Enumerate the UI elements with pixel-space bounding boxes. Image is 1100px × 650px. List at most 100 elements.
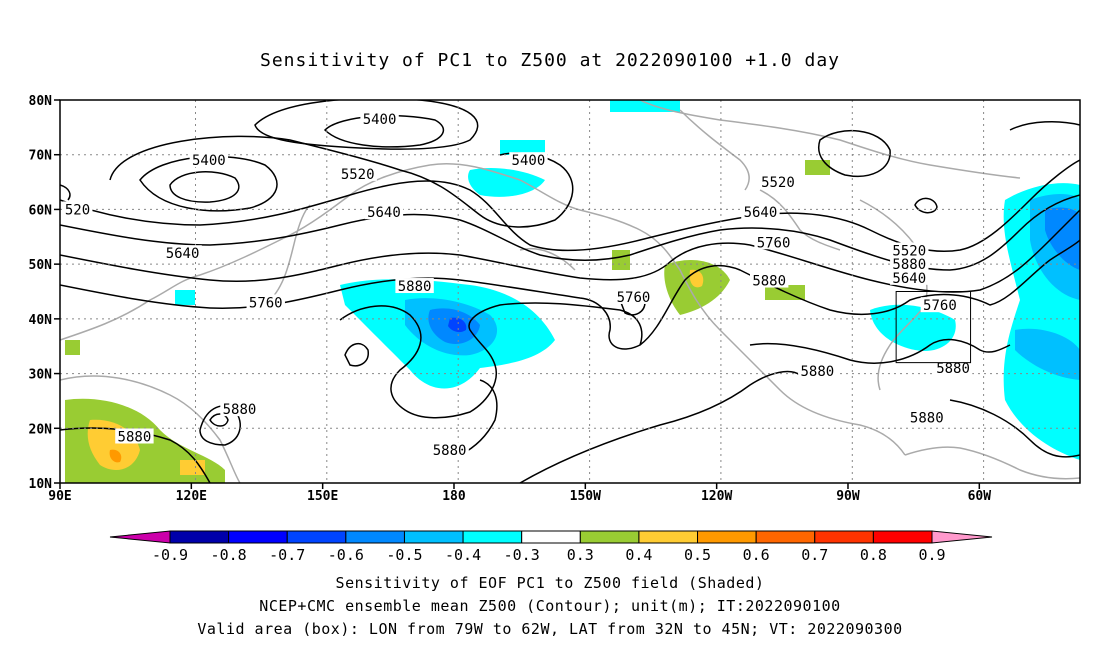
colorbar-label: -0.3 [504,546,540,564]
longitude-axis: 90E 120E 150E 180 150W 120W 90W 60W [48,483,991,504]
lon-tick-label: 180 [442,489,466,504]
lon-tick-label: 150E [307,489,338,504]
contour-label-bg [62,201,93,217]
contour-label-bg [890,256,929,272]
caption-contour: NCEP+CMC ensemble mean Z500 (Contour); u… [259,597,841,615]
contour-label: 5880 [223,402,257,418]
colorbar-label: 0.8 [860,546,887,564]
colorbar-swatch [638,530,699,544]
colorbar-label: -0.6 [328,546,364,564]
caption-shading: Sensitivity of EOF PC1 to Z500 field (Sh… [335,574,765,592]
colorbar-swatch [521,530,581,544]
contour-label-bg [189,152,229,168]
colorbar-label: -0.5 [386,546,422,564]
contour-label-bg [754,234,793,250]
contour-label-bg [338,165,377,181]
grid-lines [60,100,1080,483]
colorbar-label: 0.9 [918,546,945,564]
colorbar-label: -0.8 [211,546,247,564]
contour-label: 5400 [192,153,226,169]
lat-tick-label: 50N [29,258,53,273]
colorbar-swatch [169,530,230,544]
contour-label-bg [364,204,404,220]
contour-label-bg [749,272,789,288]
contour-label-bg [741,204,780,220]
contour-label: 5520 [341,167,375,183]
colorbar-swatch [403,530,464,544]
colorbar-swatch [462,530,523,544]
colorbar-swatch [814,530,874,544]
lat-tick-label: 30N [29,368,53,383]
colorbar: -0.9 -0.8 -0.7 -0.6 -0.5 -0.4 -0.3 0.3 0.4 0.5 0.6… [109,530,993,564]
colorbar-label: 0.6 [743,546,770,564]
contour-label: 5880 [433,443,467,459]
lat-tick-label: 60N [29,203,53,218]
colorbar-max-arrow [931,530,993,544]
contour-labels: 5400 5400 5400 5520 5520 520 5640 5640 5640 5760 5… [62,111,973,459]
colorbar-min-arrow [109,530,171,544]
contour-label-bg [509,152,548,168]
lat-tick-label: 80N [29,94,53,109]
contour-label: 5640 [744,205,778,221]
colorbar-swatch [697,530,757,544]
contour-label-bg [890,269,929,285]
contour-label-bg [220,401,259,417]
lat-tick-label: 10N [29,477,53,492]
contour-label: 5640 [892,271,926,287]
contour-label-bg [115,428,154,444]
contour-label-bg [798,362,837,378]
contour-label: 5640 [367,205,401,221]
lat-tick-label: 70N [29,149,53,164]
contour-label-bg [163,245,202,261]
lon-tick-label: 150W [570,489,601,504]
contour-label: 5760 [757,235,791,251]
colorbar-label: 0.4 [625,546,652,564]
valid-area-box [895,291,972,364]
map-frame [59,99,1081,484]
contour-label: 5400 [363,112,397,128]
contour-label: 5880 [118,429,152,445]
map-title: Sensitivity of PC1 to Z500 at 2022090100… [259,50,840,71]
contour-label-bg [614,288,653,304]
colorbar-label: 0.5 [684,546,711,564]
colorbar-label: -0.9 [152,546,188,564]
contour-label: 5640 [166,246,200,262]
contour-label-bg [933,360,973,376]
contour-label: 5880 [936,361,970,377]
contour-label-bg [907,409,946,425]
contour-label-bg [360,111,399,127]
lat-tick-label: 20N [29,422,53,437]
lon-tick-label: 120E [176,489,207,504]
lat-tick-label: 40N [29,313,53,328]
latitude-axis: 80N 70N 60N 50N 40N 30N 20N 10N [29,94,60,492]
colorbar-swatch [872,530,933,544]
colorbar-swatch [579,530,640,544]
colorbar-label: -0.4 [445,546,481,564]
colorbar-label: -0.7 [269,546,305,564]
lon-tick-label: 90W [836,489,860,504]
contour-label: 5880 [752,274,786,290]
contour-label: 5760 [249,295,283,311]
lon-tick-label: 60W [968,489,992,504]
colorbar-label: 0.3 [567,546,594,564]
contour-label-bg [395,278,434,294]
colorbar-swatch [345,530,405,544]
contour-label: 5880 [892,257,926,273]
caption-valid-area: Valid area (box): LON from 79W to 62W, L… [197,620,903,638]
contour-label: 5880 [910,410,944,426]
lon-tick-label: 120W [701,489,732,504]
contour-label-bg [758,174,798,190]
colorbar-swatch [755,530,816,544]
contour-label: 5400 [512,153,546,169]
contour-label-bg [920,297,960,313]
contour-label: 520 [65,202,90,218]
z500-contours [60,100,1080,483]
contour-label: 5880 [398,279,432,295]
contour-label: 5520 [761,175,795,191]
contour-label-bg [430,442,469,458]
colorbar-swatch [286,530,347,544]
contour-label: 5880 [800,364,834,380]
colorbar-label: 0.7 [801,546,828,564]
contour-label: 5760 [923,298,957,314]
